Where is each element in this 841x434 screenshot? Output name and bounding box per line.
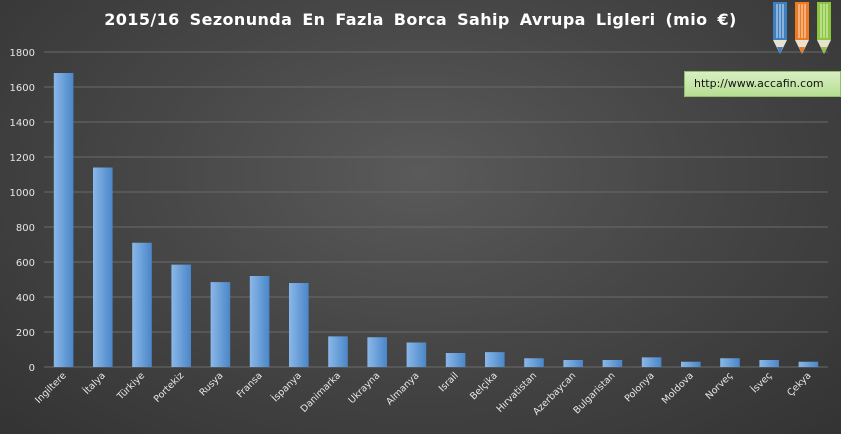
y-tick-label: 1000 xyxy=(10,188,35,199)
x-tick-label: Portekiz xyxy=(152,370,187,405)
bar-14 xyxy=(602,360,623,367)
x-tick-label: Rusya xyxy=(198,370,226,398)
x-tick-label: Ingiltere xyxy=(33,370,69,406)
x-tick-label: Fransa xyxy=(235,370,265,400)
bar-11 xyxy=(485,352,505,367)
bar-5 xyxy=(249,276,270,367)
bar-16 xyxy=(681,361,701,367)
chart-title: 2015/16 Sezonunda En Fazla Borca Sahip A… xyxy=(104,10,737,29)
bar-1 xyxy=(93,167,113,367)
x-tick-label: İtalya xyxy=(81,370,107,396)
y-tick-label: 1400 xyxy=(10,118,35,129)
y-tick-label: 800 xyxy=(16,223,35,234)
website-url-label: http://www.accafin.com xyxy=(684,71,841,97)
bar-6 xyxy=(289,283,309,367)
y-tick-label: 600 xyxy=(16,258,35,269)
bar-12 xyxy=(524,358,544,367)
bar-19 xyxy=(798,361,819,367)
bar-8 xyxy=(367,337,387,367)
bar-17 xyxy=(720,358,740,367)
bar-15 xyxy=(641,357,662,367)
bar-13 xyxy=(563,360,583,367)
bar-9 xyxy=(406,342,427,367)
x-tick-label: İspanya xyxy=(270,370,304,404)
bar-0 xyxy=(53,73,74,367)
x-tick-label: Polonya xyxy=(623,370,657,404)
x-tick-label: Ukrayna xyxy=(347,370,383,406)
x-tick-label: Israil xyxy=(437,370,461,394)
bar-4 xyxy=(210,282,231,367)
y-tick-label: 1600 xyxy=(10,83,35,94)
x-tick-label: Moldova xyxy=(660,370,696,406)
pencil-icon xyxy=(795,2,809,54)
x-tick-label: Danimarka xyxy=(299,370,344,415)
pencils-logo xyxy=(773,2,831,54)
x-tick-label: Belçika xyxy=(468,370,500,402)
bar-3 xyxy=(171,264,191,367)
y-tick-label: 400 xyxy=(16,293,35,304)
x-tick-label: Çekya xyxy=(785,370,813,398)
pencil-icon xyxy=(817,2,831,54)
x-tick-label: İsveç xyxy=(749,370,774,395)
y-tick-label: 0 xyxy=(29,363,35,374)
x-tick-label: Türkiye xyxy=(115,370,148,403)
bar-7 xyxy=(328,336,348,367)
pencil-icon xyxy=(773,2,787,54)
x-tick-label: Bulgaristan xyxy=(571,370,617,416)
y-tick-label: 1200 xyxy=(10,153,35,164)
bar-18 xyxy=(759,360,779,367)
x-tick-label: Norveç xyxy=(704,370,735,401)
y-tick-label: 1800 xyxy=(10,48,35,59)
x-tick-label: Almanya xyxy=(384,370,421,407)
y-tick-label: 200 xyxy=(16,328,35,339)
bar-2 xyxy=(132,242,152,367)
bar-10 xyxy=(445,353,466,367)
